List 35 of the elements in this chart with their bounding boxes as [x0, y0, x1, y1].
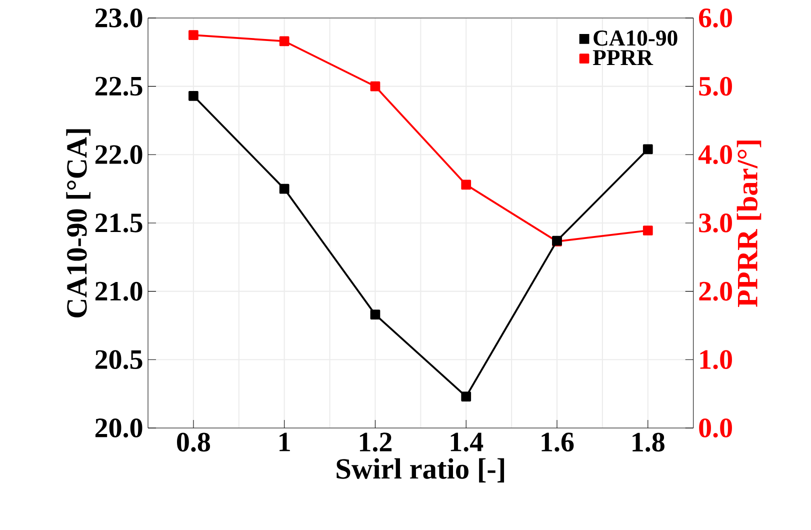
x-tick-label: 1.6 [542, 432, 574, 452]
point [642, 144, 653, 154]
y2-tick-label: 3.0 [699, 213, 732, 232]
y2-tick-label: 5.0 [699, 76, 732, 96]
point [370, 310, 380, 320]
y-tick-label: 20.5 [95, 350, 142, 370]
point [279, 36, 290, 46]
y-tick-label: 22.0 [95, 145, 142, 164]
legend-label: PPRR [592, 50, 654, 66]
y-tick-label: 23.0 [95, 8, 142, 28]
y-tick-label: 20.0 [95, 418, 142, 438]
point [370, 81, 380, 92]
point [188, 30, 198, 40]
x-tick-label: 1.2 [360, 432, 392, 452]
x-tick-label: 0.8 [177, 432, 210, 452]
x-axis-title: Swirl ratio [-] [336, 458, 504, 482]
y-axis-title: CA10-90 [°CA] [66, 129, 90, 318]
y-tick-label: 22.5 [95, 76, 142, 96]
legend-label: CA10-90 [594, 30, 678, 46]
x-tick-label: 1 [280, 432, 290, 452]
y2-tick-label: 6.0 [699, 8, 732, 28]
point [461, 180, 472, 190]
x-tick-label: 1.4 [450, 432, 484, 452]
point [188, 90, 198, 101]
y2-tick-label: 4.0 [698, 145, 732, 164]
point [279, 184, 290, 194]
point [461, 392, 472, 402]
x-tick-label: 1.8 [632, 432, 664, 452]
y2-tick-label: 2.0 [699, 282, 732, 301]
y2-tick-label: 0.0 [699, 418, 732, 438]
y2-axis-title: PPRR [bar/°] [736, 140, 762, 307]
y-tick-label: 21.5 [95, 214, 142, 232]
point [642, 226, 653, 236]
y-tick-label: 21.0 [95, 282, 142, 301]
y2-tick-label: 1.0 [700, 350, 732, 370]
